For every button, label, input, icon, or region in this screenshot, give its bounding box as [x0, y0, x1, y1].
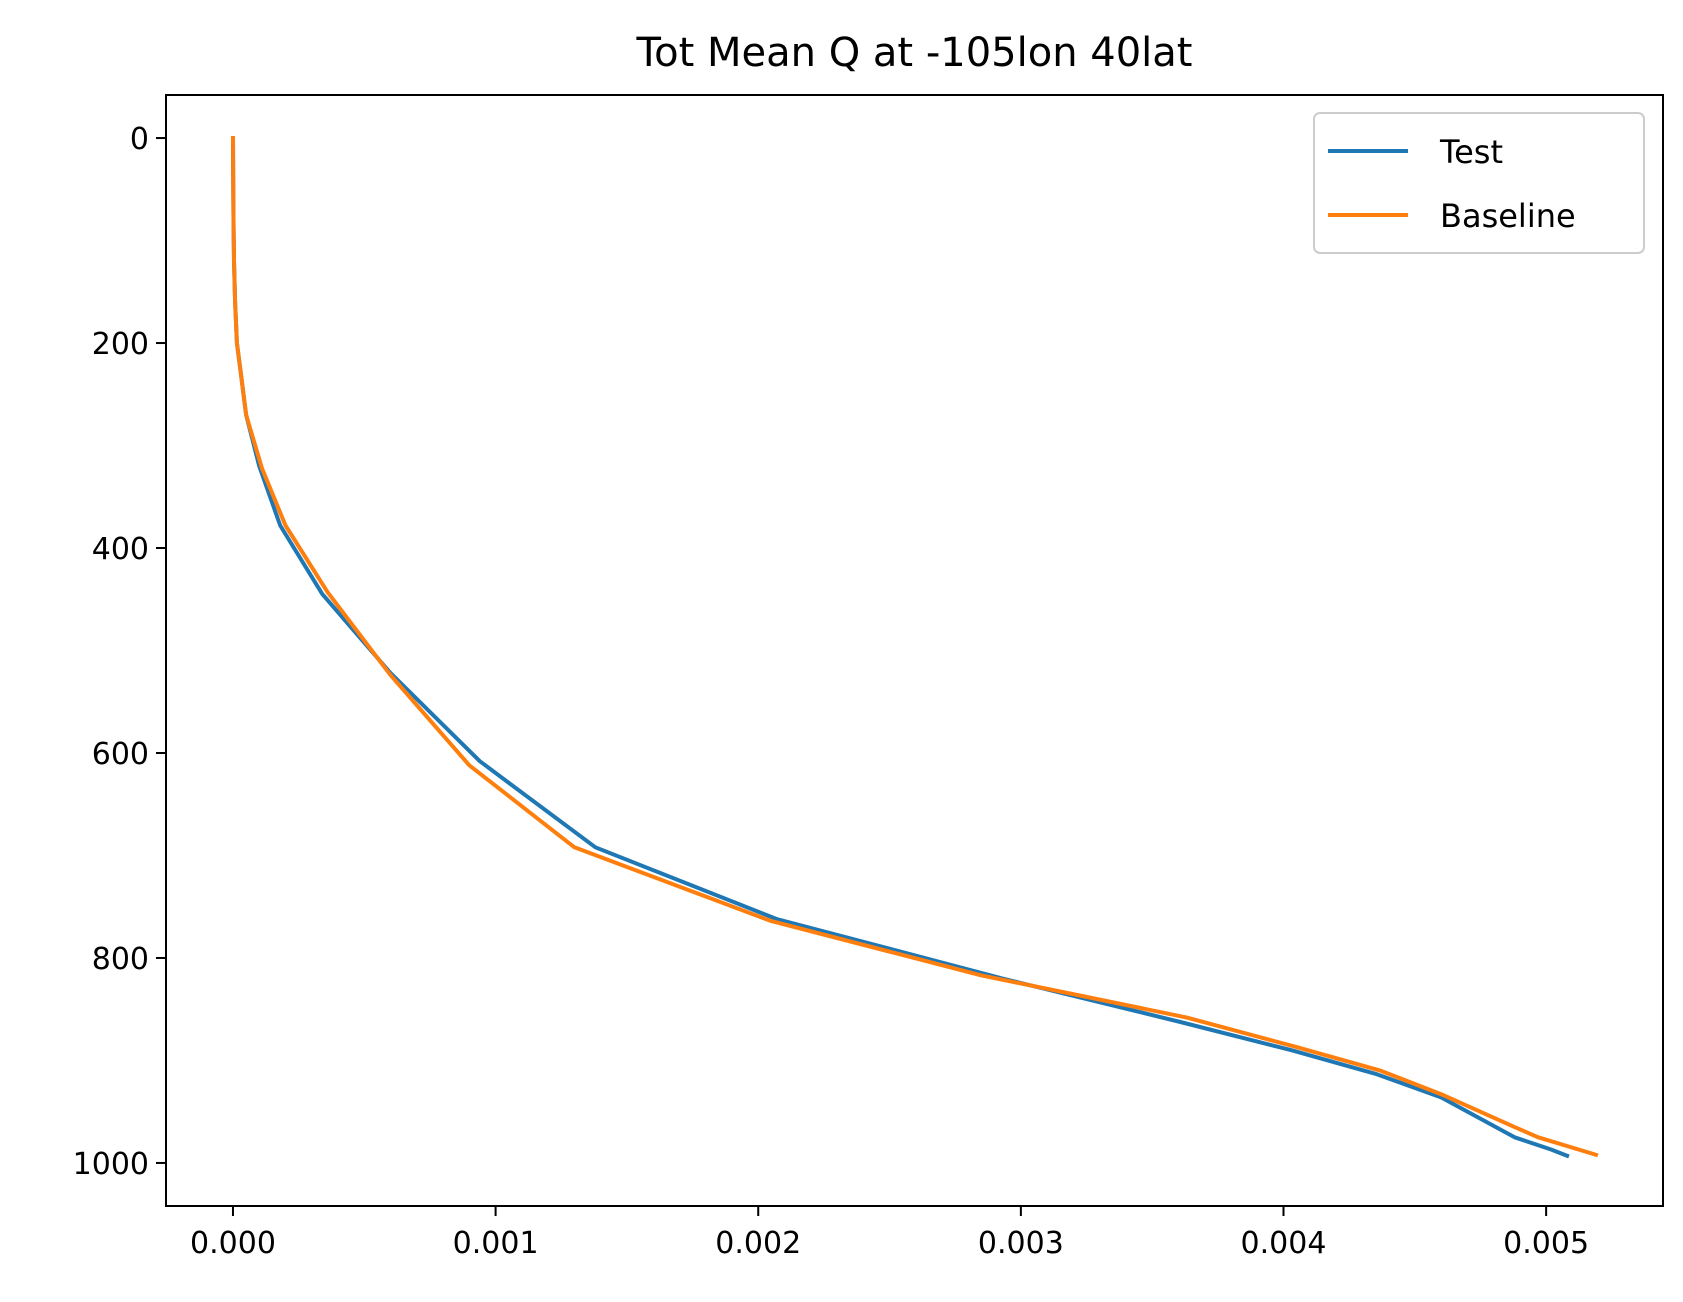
series-line-baseline [230, 135, 1599, 1158]
y-tick-label: 800 [92, 942, 149, 977]
x-tick-label: 0.001 [453, 1226, 539, 1261]
y-tick-label: 400 [92, 532, 149, 567]
y-axis: 0 200 400 600 800 1000 [73, 122, 166, 1182]
legend-label-test: Test [1439, 133, 1503, 171]
axes-frame [165, 94, 1664, 1207]
plot-area: 0.000 0.001 0.002 0.003 0.004 0.005 0 200 400 60… [73, 94, 1664, 1261]
series-layer [230, 135, 1599, 1159]
x-tick-label: 0.003 [978, 1226, 1064, 1261]
chart-title: Tot Mean Q at -105lon 40lat [636, 30, 1193, 76]
x-tick-label: 0.002 [715, 1226, 801, 1261]
y-tick-label: 600 [92, 737, 149, 772]
legend: Test Baseline [1313, 112, 1645, 254]
y-tick-label: 0 [130, 122, 149, 157]
y-tick-label: 200 [92, 327, 149, 362]
x-tick-label: 0.004 [1241, 1226, 1327, 1261]
x-axis: 0.000 0.001 0.002 0.003 0.004 0.005 [190, 1206, 1589, 1261]
y-tick-label: 1000 [73, 1147, 149, 1182]
legend-box [1313, 112, 1645, 254]
x-tick-label: 0.000 [190, 1226, 276, 1261]
x-tick-label: 0.005 [1503, 1226, 1589, 1261]
legend-label-baseline: Baseline [1440, 197, 1576, 235]
